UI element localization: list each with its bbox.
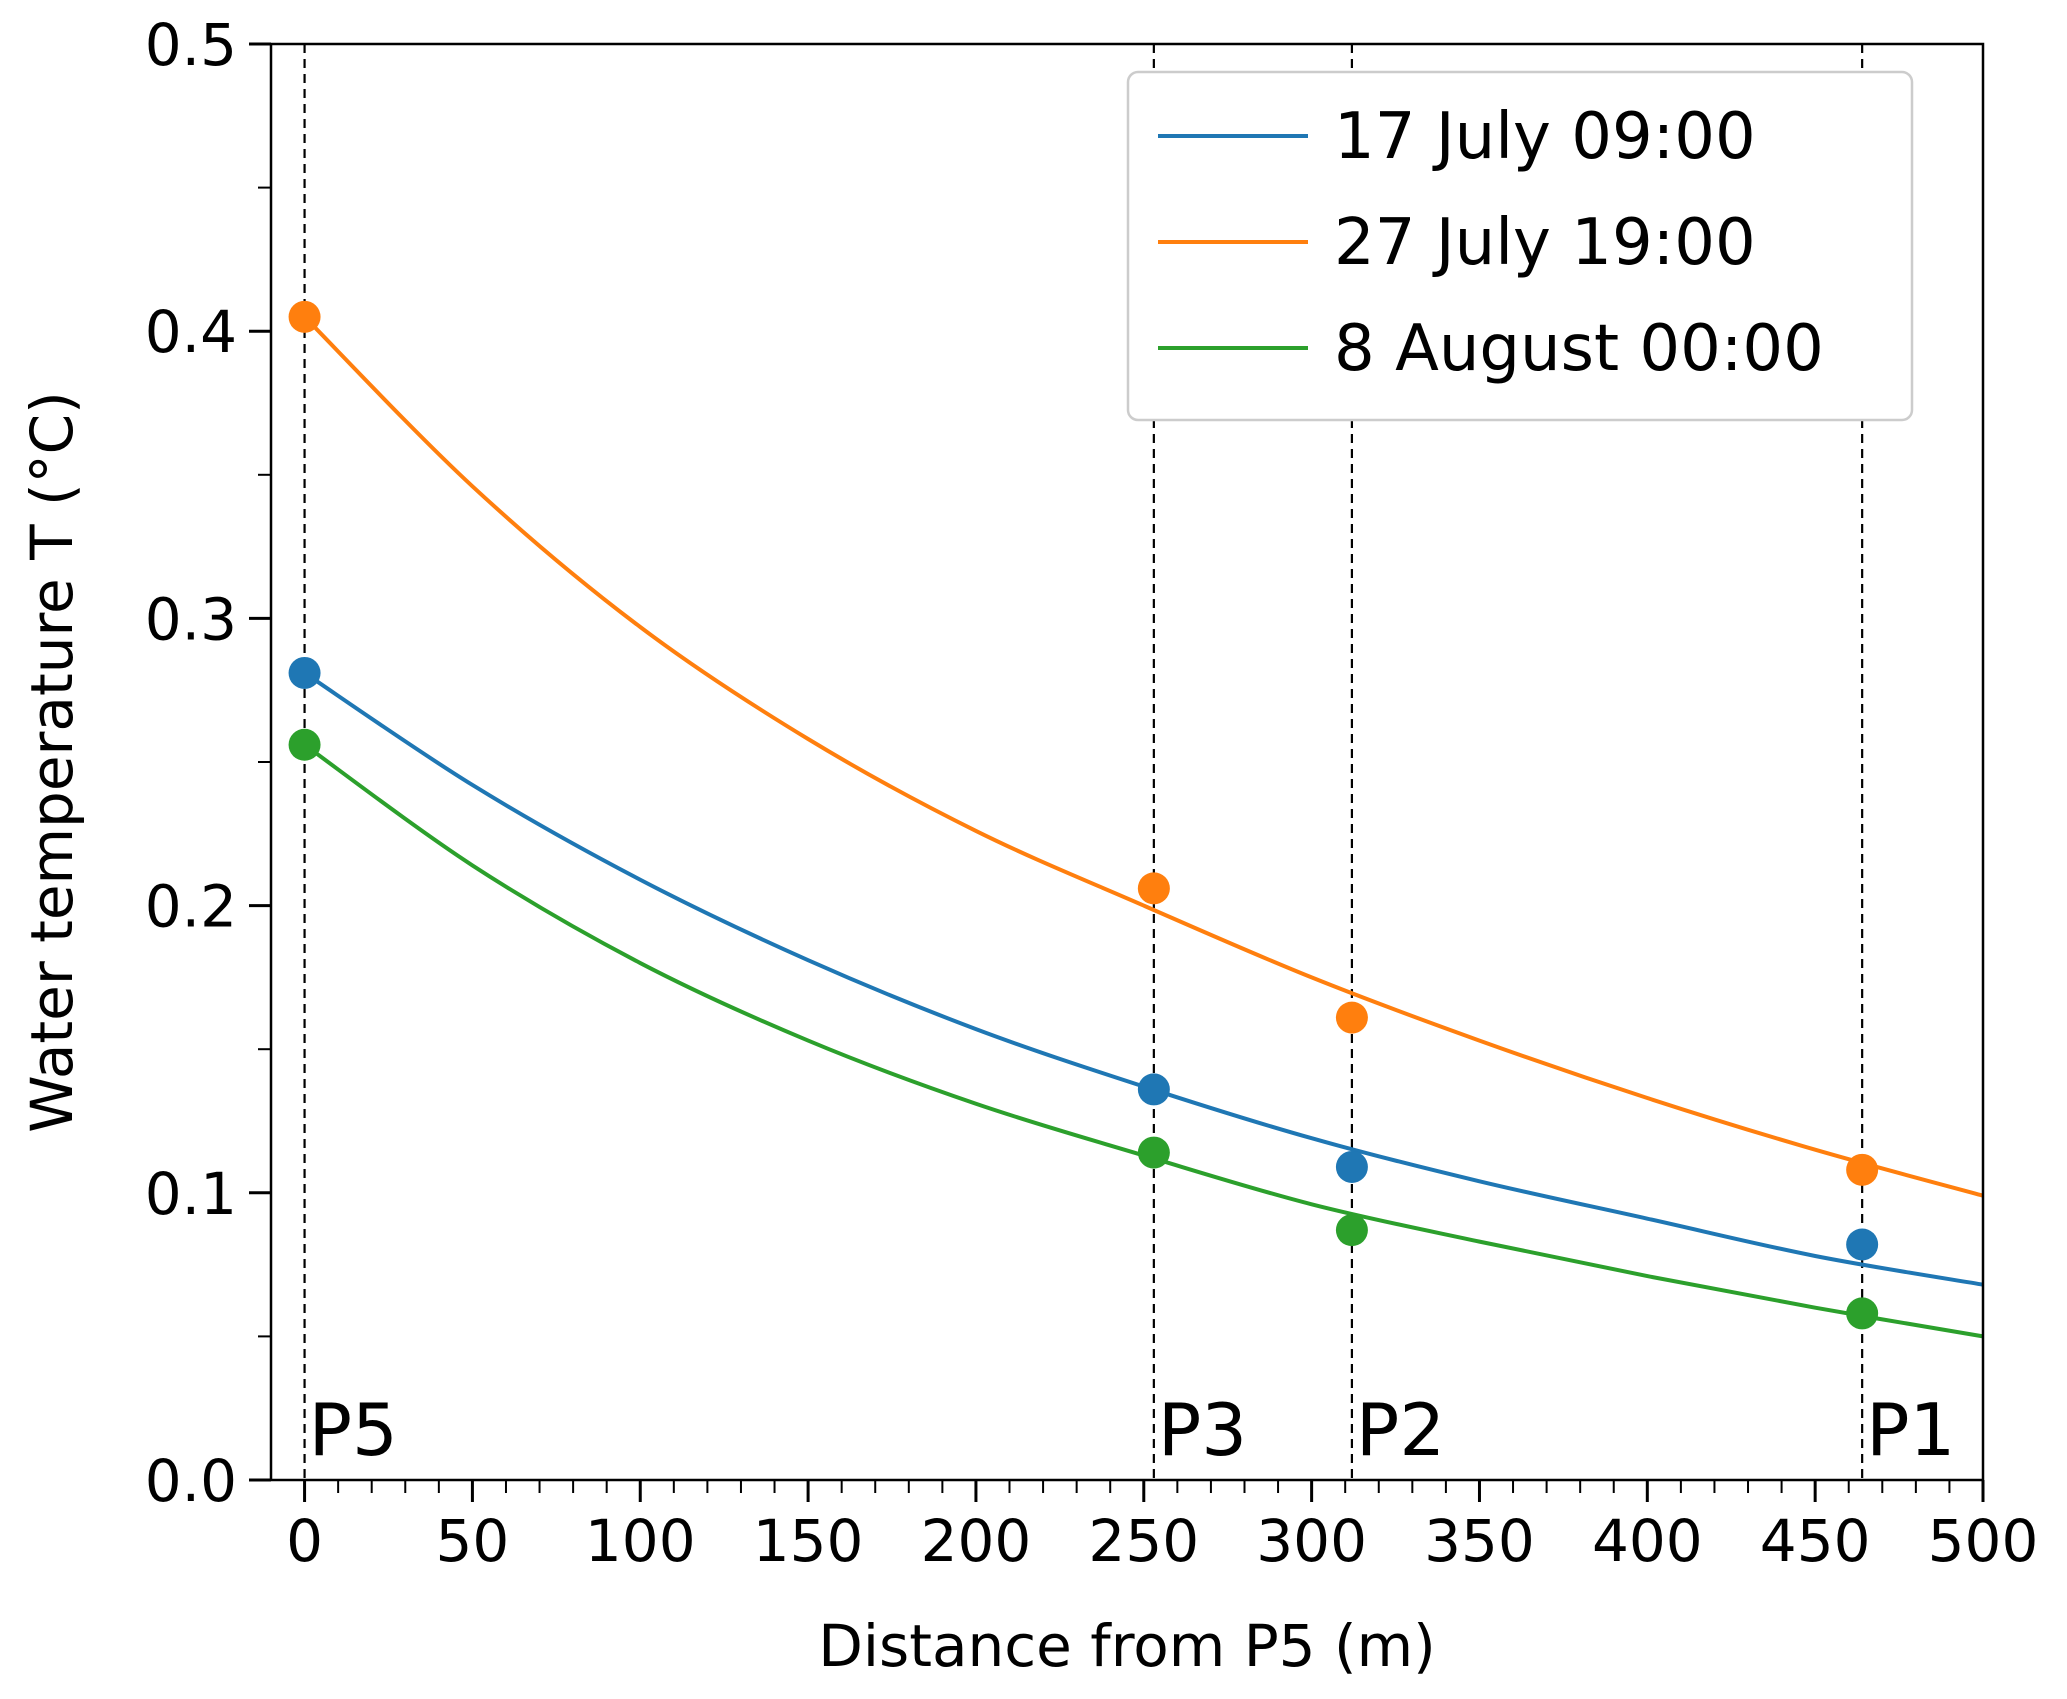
reference-label-p3: P3 (1158, 1388, 1247, 1472)
x-tick-label: 50 (436, 1507, 510, 1575)
y-tick-label: 0.2 (145, 873, 237, 941)
series-1-point (288, 656, 321, 689)
x-tick-label: 350 (1424, 1507, 1535, 1575)
legend-label-2: 27 July 19:00 (1334, 206, 1756, 280)
x-axis: 0 50 100 150 200 250 300 350 400 450 500 (286, 1480, 2038, 1575)
series-1-fit-curve (303, 671, 1984, 1287)
x-tick-label: 100 (585, 1507, 696, 1575)
series-2-point (288, 300, 321, 333)
x-tick-label: 450 (1760, 1507, 1871, 1575)
series-3-point (1846, 1297, 1879, 1330)
y-tick-label: 0.5 (145, 11, 237, 79)
y-axis-label: Water temperature T (°C) (18, 391, 86, 1133)
series-3-point (1335, 1214, 1368, 1247)
x-tick-label: 500 (1928, 1507, 2039, 1575)
legend: 17 July 09:00 27 July 19:00 8 August 00:00 (1126, 70, 1914, 422)
y-tick-label: 0.0 (145, 1447, 237, 1515)
series-2-point (1335, 1001, 1368, 1034)
x-tick-label: 250 (1088, 1507, 1199, 1575)
reference-label-p2: P2 (1356, 1388, 1445, 1472)
series-3-point (288, 728, 321, 761)
series-2-fit-curve (303, 315, 1984, 1198)
series-3-point (1137, 1136, 1170, 1169)
legend-box (1126, 70, 1914, 422)
reference-label-p1: P1 (1866, 1388, 1955, 1472)
fit-curves (303, 315, 1984, 1339)
x-tick-label: 300 (1256, 1507, 1367, 1575)
series-2-point (1846, 1153, 1879, 1186)
reference-label-p5: P5 (309, 1388, 398, 1472)
x-tick-label: 150 (753, 1507, 864, 1575)
series-2-point (1137, 872, 1170, 905)
x-tick-label: 400 (1592, 1507, 1703, 1575)
series-1-point (1335, 1150, 1368, 1183)
series-1-point (1846, 1228, 1879, 1261)
x-tick-label: 0 (286, 1507, 323, 1575)
x-tick-label: 200 (921, 1507, 1032, 1575)
legend-label-3: 8 August 00:00 (1334, 312, 1824, 386)
y-tick-label: 0.1 (145, 1160, 237, 1228)
y-tick-label: 0.4 (145, 298, 237, 366)
data-points (288, 300, 1879, 1330)
x-axis-label: Distance from P5 (m) (818, 1612, 1436, 1680)
y-axis: 0.0 0.1 0.2 0.3 0.4 0.5 (145, 11, 271, 1515)
reference-labels: P5 P3 P2 P1 (309, 1388, 1956, 1472)
series-1-point (1137, 1073, 1170, 1106)
y-tick-label: 0.3 (145, 585, 237, 653)
legend-label-1: 17 July 09:00 (1334, 100, 1756, 174)
